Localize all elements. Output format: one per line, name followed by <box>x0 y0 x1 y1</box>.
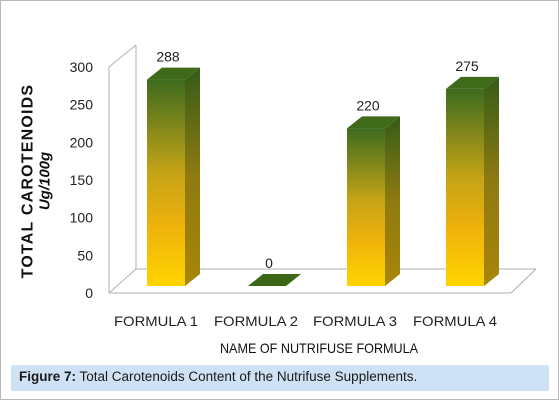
x-axis-title: NAME OF NUTRIFUSE FORMULA <box>219 340 419 356</box>
bar-front <box>147 79 185 286</box>
y-axis-title-line1: TOTAL CAROTENOIDS <box>19 83 37 279</box>
x-tick-label: FORMULA 1 <box>114 313 198 329</box>
y-axis-title: TOTAL CAROTENOIDS Ug/100g <box>7 61 67 301</box>
bar <box>248 274 301 286</box>
y-axis-title-unit: Ug/100g <box>36 151 54 211</box>
bar <box>147 67 200 286</box>
y-tick-label: 150 <box>70 172 94 188</box>
x-axis-labels: FORMULA 1 FORMULA 2 FORMULA 3 FORMULA 4 <box>114 313 497 329</box>
x-tick-label: FORMULA 2 <box>214 313 298 329</box>
bars: 288 0 220 275 <box>147 49 499 287</box>
y-tick-label: 0 <box>85 285 93 301</box>
data-label: 0 <box>265 255 273 271</box>
x-tick-label: FORMULA 3 <box>313 313 397 329</box>
bar-cap <box>248 274 301 286</box>
caption-label: Figure 7: <box>19 369 77 384</box>
y-tick-label: 200 <box>70 134 94 150</box>
data-label: 288 <box>156 49 180 65</box>
bar-front <box>347 128 385 286</box>
bar-front <box>446 88 484 287</box>
y-tick-label: 250 <box>70 97 94 113</box>
bar-cap <box>347 116 400 129</box>
data-label: 275 <box>455 58 479 74</box>
y-tick-label: 50 <box>77 247 93 263</box>
bar <box>347 116 400 286</box>
bar-side <box>185 67 200 286</box>
y-tick-label: 300 <box>70 59 94 75</box>
data-label: 220 <box>356 97 380 113</box>
x-tick-label: FORMULA 4 <box>413 313 497 329</box>
bar-cap <box>147 67 200 80</box>
y-axis-ticks: 0 50 100 150 200 250 300 <box>70 59 94 301</box>
bar <box>446 76 499 287</box>
bar-side <box>385 116 400 286</box>
caption-text: Total Carotenoids Content of the Nutrifu… <box>79 369 418 384</box>
y-tick-label: 100 <box>70 210 94 226</box>
figure-caption: Figure 7: Total Carotenoids Content of t… <box>11 365 549 391</box>
bar-cap <box>446 76 499 89</box>
bar-side <box>484 76 499 287</box>
